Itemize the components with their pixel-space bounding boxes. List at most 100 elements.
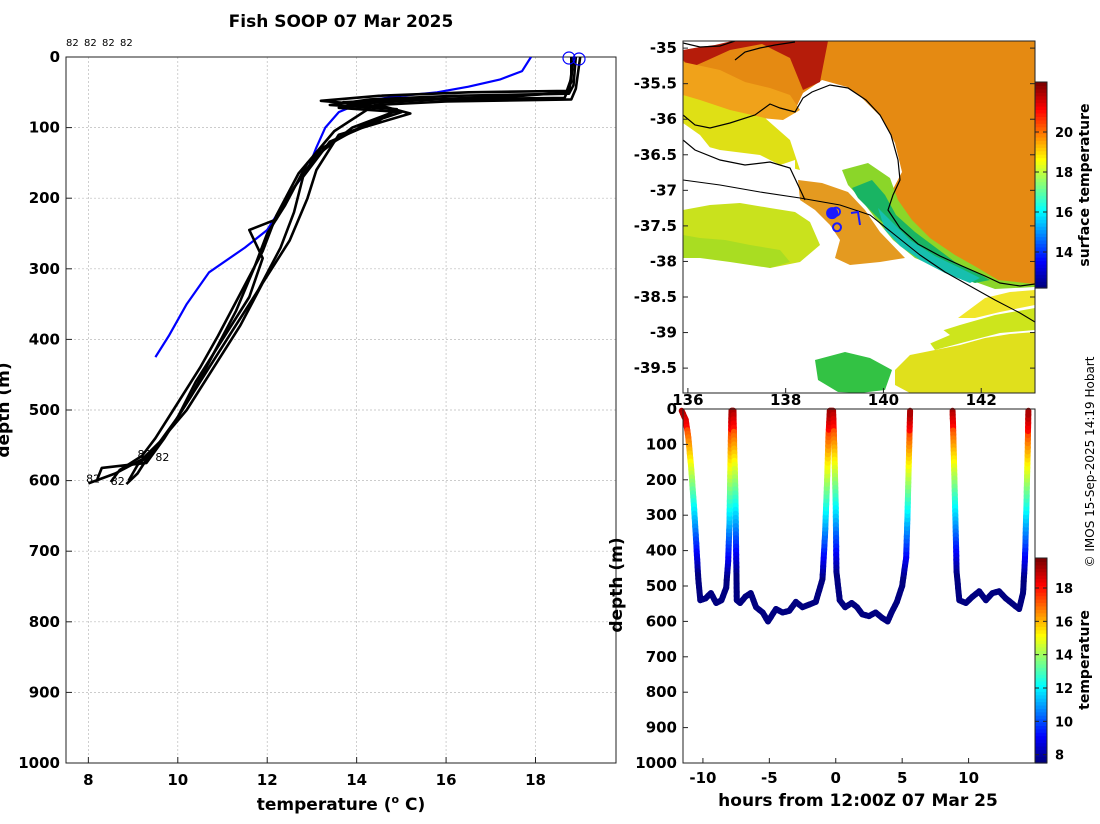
colorbar-swatch: [1035, 702, 1047, 706]
profile-tag-label: 82: [111, 475, 125, 488]
colorbar-swatch: [1035, 281, 1047, 285]
colorbar-swatch: [1035, 657, 1047, 661]
colorbar-swatch: [1035, 568, 1047, 572]
colorbar-swatch: [1035, 650, 1047, 654]
colorbar-swatch: [1035, 175, 1047, 179]
colorbar-swatch: [1035, 719, 1047, 723]
map-ytick-label: -39: [650, 324, 677, 342]
colorbar-swatch: [1035, 725, 1047, 729]
map-ytick-label: -35: [650, 39, 677, 57]
section-xlabel: hours from 12:00Z 07 Mar 25: [718, 791, 998, 811]
map-ytick-label: -36: [650, 110, 677, 128]
colorbar-swatch: [1035, 202, 1047, 206]
colorbar-swatch: [1035, 109, 1047, 113]
colorbar-swatch: [1035, 609, 1047, 613]
colorbar-swatch: [1035, 661, 1047, 665]
colorbar-swatch: [1035, 89, 1047, 93]
colorbar-swatch: [1035, 626, 1047, 630]
colorbar-swatch: [1035, 178, 1047, 182]
map-ytick-label: -35.5: [634, 75, 677, 93]
section-xtick-label: 0: [831, 769, 841, 787]
profile-series: [88, 57, 580, 484]
profile-ytick-label: 400: [29, 330, 60, 348]
colorbar-swatch: [1035, 633, 1047, 637]
profile-top-label: 82: [102, 38, 115, 49]
colorbar-swatch: [1035, 237, 1047, 241]
section-ytick-label: 800: [646, 683, 677, 701]
colorbar-swatch: [1035, 643, 1047, 647]
profile-tag-label: 82: [155, 451, 169, 464]
colorbar-swatch: [1035, 106, 1047, 110]
profile-xtick-label: 18: [525, 771, 546, 789]
colorbar-swatch: [1035, 216, 1047, 220]
colorbar-swatch: [1035, 161, 1047, 165]
colorbar-swatch: [1035, 257, 1047, 261]
section-ytick-label: 200: [646, 471, 677, 489]
profile-ytick-label: 800: [29, 613, 60, 631]
colorbar-swatch: [1035, 630, 1047, 634]
colorbar-swatch: [1035, 736, 1047, 740]
colorbar-swatch: [1035, 199, 1047, 203]
colorbar-swatch: [1035, 592, 1047, 596]
colorbar-swatch: [1035, 664, 1047, 668]
profile-tag-label: 82: [86, 473, 100, 486]
colorbar-swatch: [1035, 261, 1047, 265]
colorbar-swatch: [1035, 667, 1047, 671]
profile-xtick-label: 8: [83, 771, 93, 789]
profile-ytick-label: 200: [29, 189, 60, 207]
colorbar-swatch: [1035, 226, 1047, 230]
profile-xtick-label: 14: [346, 771, 367, 789]
colorbar-swatch: [1035, 254, 1047, 258]
colorbar-swatch: [1035, 743, 1047, 747]
colorbar-swatch: [1035, 623, 1047, 627]
section-xtick-label: -5: [761, 769, 778, 787]
section-ytick-label: 100: [646, 435, 677, 453]
section-ytick-label: 0: [667, 400, 677, 418]
colorbar-swatch: [1035, 120, 1047, 124]
colorbar-swatch: [1035, 243, 1047, 247]
colorbar-swatch: [1035, 602, 1047, 606]
colorbar-swatch: [1035, 698, 1047, 702]
colorbar-swatch: [1035, 589, 1047, 593]
colorbar-tick-label: 16: [1055, 615, 1073, 630]
colorbar-swatch: [1035, 572, 1047, 576]
figure-title: Fish SOOP 07 Mar 2025: [229, 12, 454, 32]
colorbar-swatch: [1035, 164, 1047, 168]
colorbar-swatch: [1035, 565, 1047, 569]
profile-ytick-label: 100: [29, 119, 60, 137]
colorbar-swatch: [1035, 579, 1047, 583]
map-ytick-label: -37: [650, 181, 677, 199]
colorbar-swatch: [1035, 212, 1047, 216]
colorbar-swatch: [1035, 264, 1047, 268]
colorbar-swatch: [1035, 647, 1047, 651]
colorbar-swatch: [1035, 640, 1047, 644]
map-xtick-label: 140: [868, 391, 899, 409]
profile-ytick-label: 1000: [18, 754, 60, 772]
colorbar-swatch: [1035, 637, 1047, 641]
colorbar-swatch: [1035, 99, 1047, 103]
colorbar-swatch: [1035, 715, 1047, 719]
credit-text: © IMOS 15-Sep-2025 14:19 Hobart: [1083, 356, 1097, 567]
colorbar-swatch: [1035, 274, 1047, 278]
colorbar-swatch: [1035, 582, 1047, 586]
colorbar-swatch: [1035, 158, 1047, 162]
colorbar-tick-label: 12: [1055, 682, 1073, 697]
section-ylabel: depth (m): [607, 537, 627, 632]
colorbar-tick-label: 10: [1055, 715, 1073, 730]
section-ytick-label: 500: [646, 577, 677, 595]
profile-ytick-label: 500: [29, 401, 60, 419]
map-ytick-label: -36.5: [634, 146, 677, 164]
colorbar-swatch: [1035, 92, 1047, 96]
colorbar-swatch: [1035, 103, 1047, 107]
profile-tag-label: 82: [138, 448, 152, 461]
profile-xtick-label: 10: [167, 771, 188, 789]
profile-xtick-label: 16: [436, 771, 457, 789]
colorbar-swatch: [1035, 599, 1047, 603]
section-xtick-label: 5: [897, 769, 907, 787]
profile-grid: [66, 57, 616, 763]
colorbar-swatch: [1035, 82, 1047, 86]
colorbar-swatch: [1035, 192, 1047, 196]
colorbar-swatch: [1035, 96, 1047, 100]
